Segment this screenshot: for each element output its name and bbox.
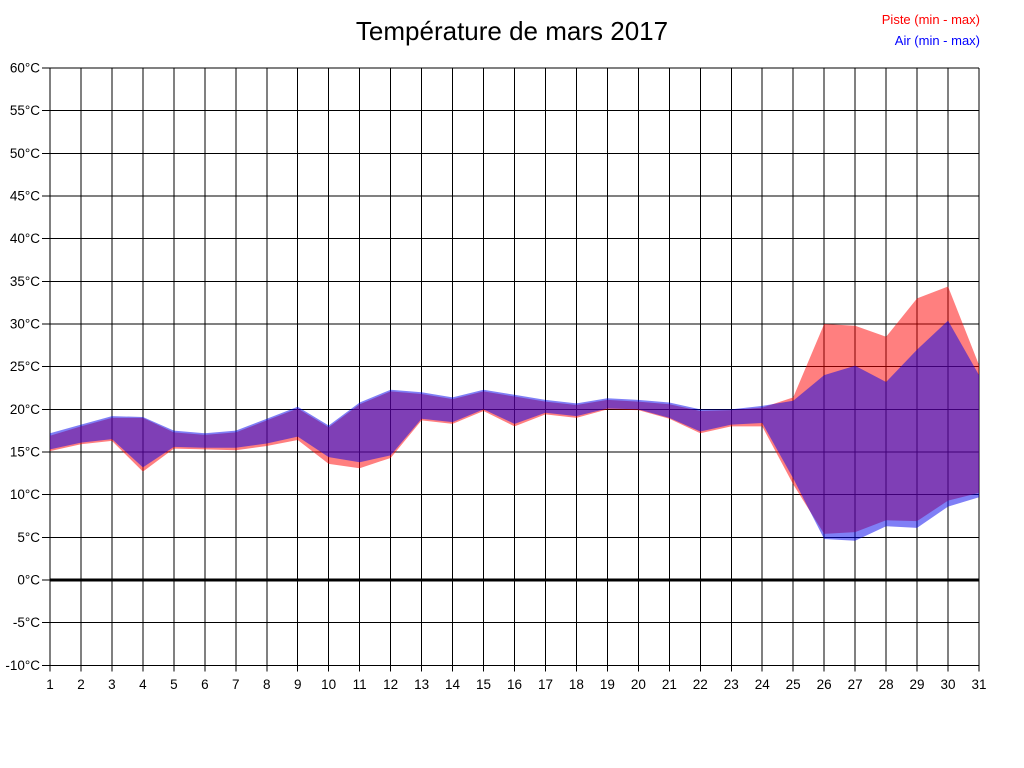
x-tick-label: 24 bbox=[755, 677, 771, 692]
y-tick-label: 5°C bbox=[17, 530, 40, 545]
y-tick-label: 40°C bbox=[10, 231, 40, 246]
x-tick-label: 10 bbox=[321, 677, 336, 692]
y-tick-label: 0°C bbox=[17, 572, 40, 587]
y-tick-label: 15°C bbox=[10, 444, 40, 459]
y-tick-label: 35°C bbox=[10, 274, 40, 289]
x-tick-label: 3 bbox=[108, 677, 116, 692]
x-tick-label: 9 bbox=[294, 677, 302, 692]
x-tick-label: 4 bbox=[139, 677, 147, 692]
x-tick-label: 31 bbox=[971, 677, 986, 692]
air-band bbox=[50, 320, 979, 541]
x-tick-label: 19 bbox=[600, 677, 615, 692]
x-tick-label: 25 bbox=[786, 677, 801, 692]
x-tick-label: 29 bbox=[910, 677, 925, 692]
x-tick-label: 18 bbox=[569, 677, 584, 692]
x-tick-label: 27 bbox=[848, 677, 863, 692]
x-tick-label: 15 bbox=[476, 677, 491, 692]
x-tick-label: 30 bbox=[941, 677, 956, 692]
chart-legend: Piste (min - max) Air (min - max) bbox=[882, 9, 980, 51]
x-tick-label: 7 bbox=[232, 677, 240, 692]
x-tick-label: 23 bbox=[724, 677, 739, 692]
legend-item-piste: Piste (min - max) bbox=[881, 12, 980, 27]
y-tick-label: 20°C bbox=[10, 402, 40, 417]
x-tick-label: 22 bbox=[693, 677, 708, 692]
x-tick-label: 11 bbox=[353, 677, 367, 692]
y-tick-label: 55°C bbox=[10, 103, 40, 118]
x-tick-label: 5 bbox=[170, 677, 178, 692]
x-tick-label: 2 bbox=[77, 677, 85, 692]
y-tick-label: -10°C bbox=[5, 658, 40, 673]
y-tick-label: 45°C bbox=[10, 188, 40, 203]
y-tick-label: 60°C bbox=[10, 61, 40, 76]
x-tick-label: 12 bbox=[383, 677, 398, 692]
x-tick-label: 21 bbox=[662, 677, 677, 692]
x-tick-label: 14 bbox=[445, 677, 461, 692]
x-tick-label: 20 bbox=[631, 677, 646, 692]
chart-title: Température de mars 2017 bbox=[355, 16, 669, 46]
legend-item-air: Air (min - max) bbox=[894, 33, 980, 48]
x-tick-label: 13 bbox=[414, 677, 429, 692]
x-tick-label: 1 bbox=[46, 677, 54, 692]
x-tick-label: 6 bbox=[201, 677, 209, 692]
x-tick-label: 28 bbox=[879, 677, 894, 692]
x-tick-label: 26 bbox=[817, 677, 832, 692]
x-tick-label: 16 bbox=[507, 677, 522, 692]
x-tick-label: 8 bbox=[263, 677, 271, 692]
y-tick-label: 30°C bbox=[10, 316, 40, 331]
x-tick-label: 17 bbox=[538, 677, 553, 692]
y-tick-label: 25°C bbox=[10, 359, 40, 374]
y-tick-label: -5°C bbox=[13, 615, 40, 630]
y-tick-label: 50°C bbox=[10, 146, 40, 161]
y-tick-label: 10°C bbox=[10, 487, 40, 502]
